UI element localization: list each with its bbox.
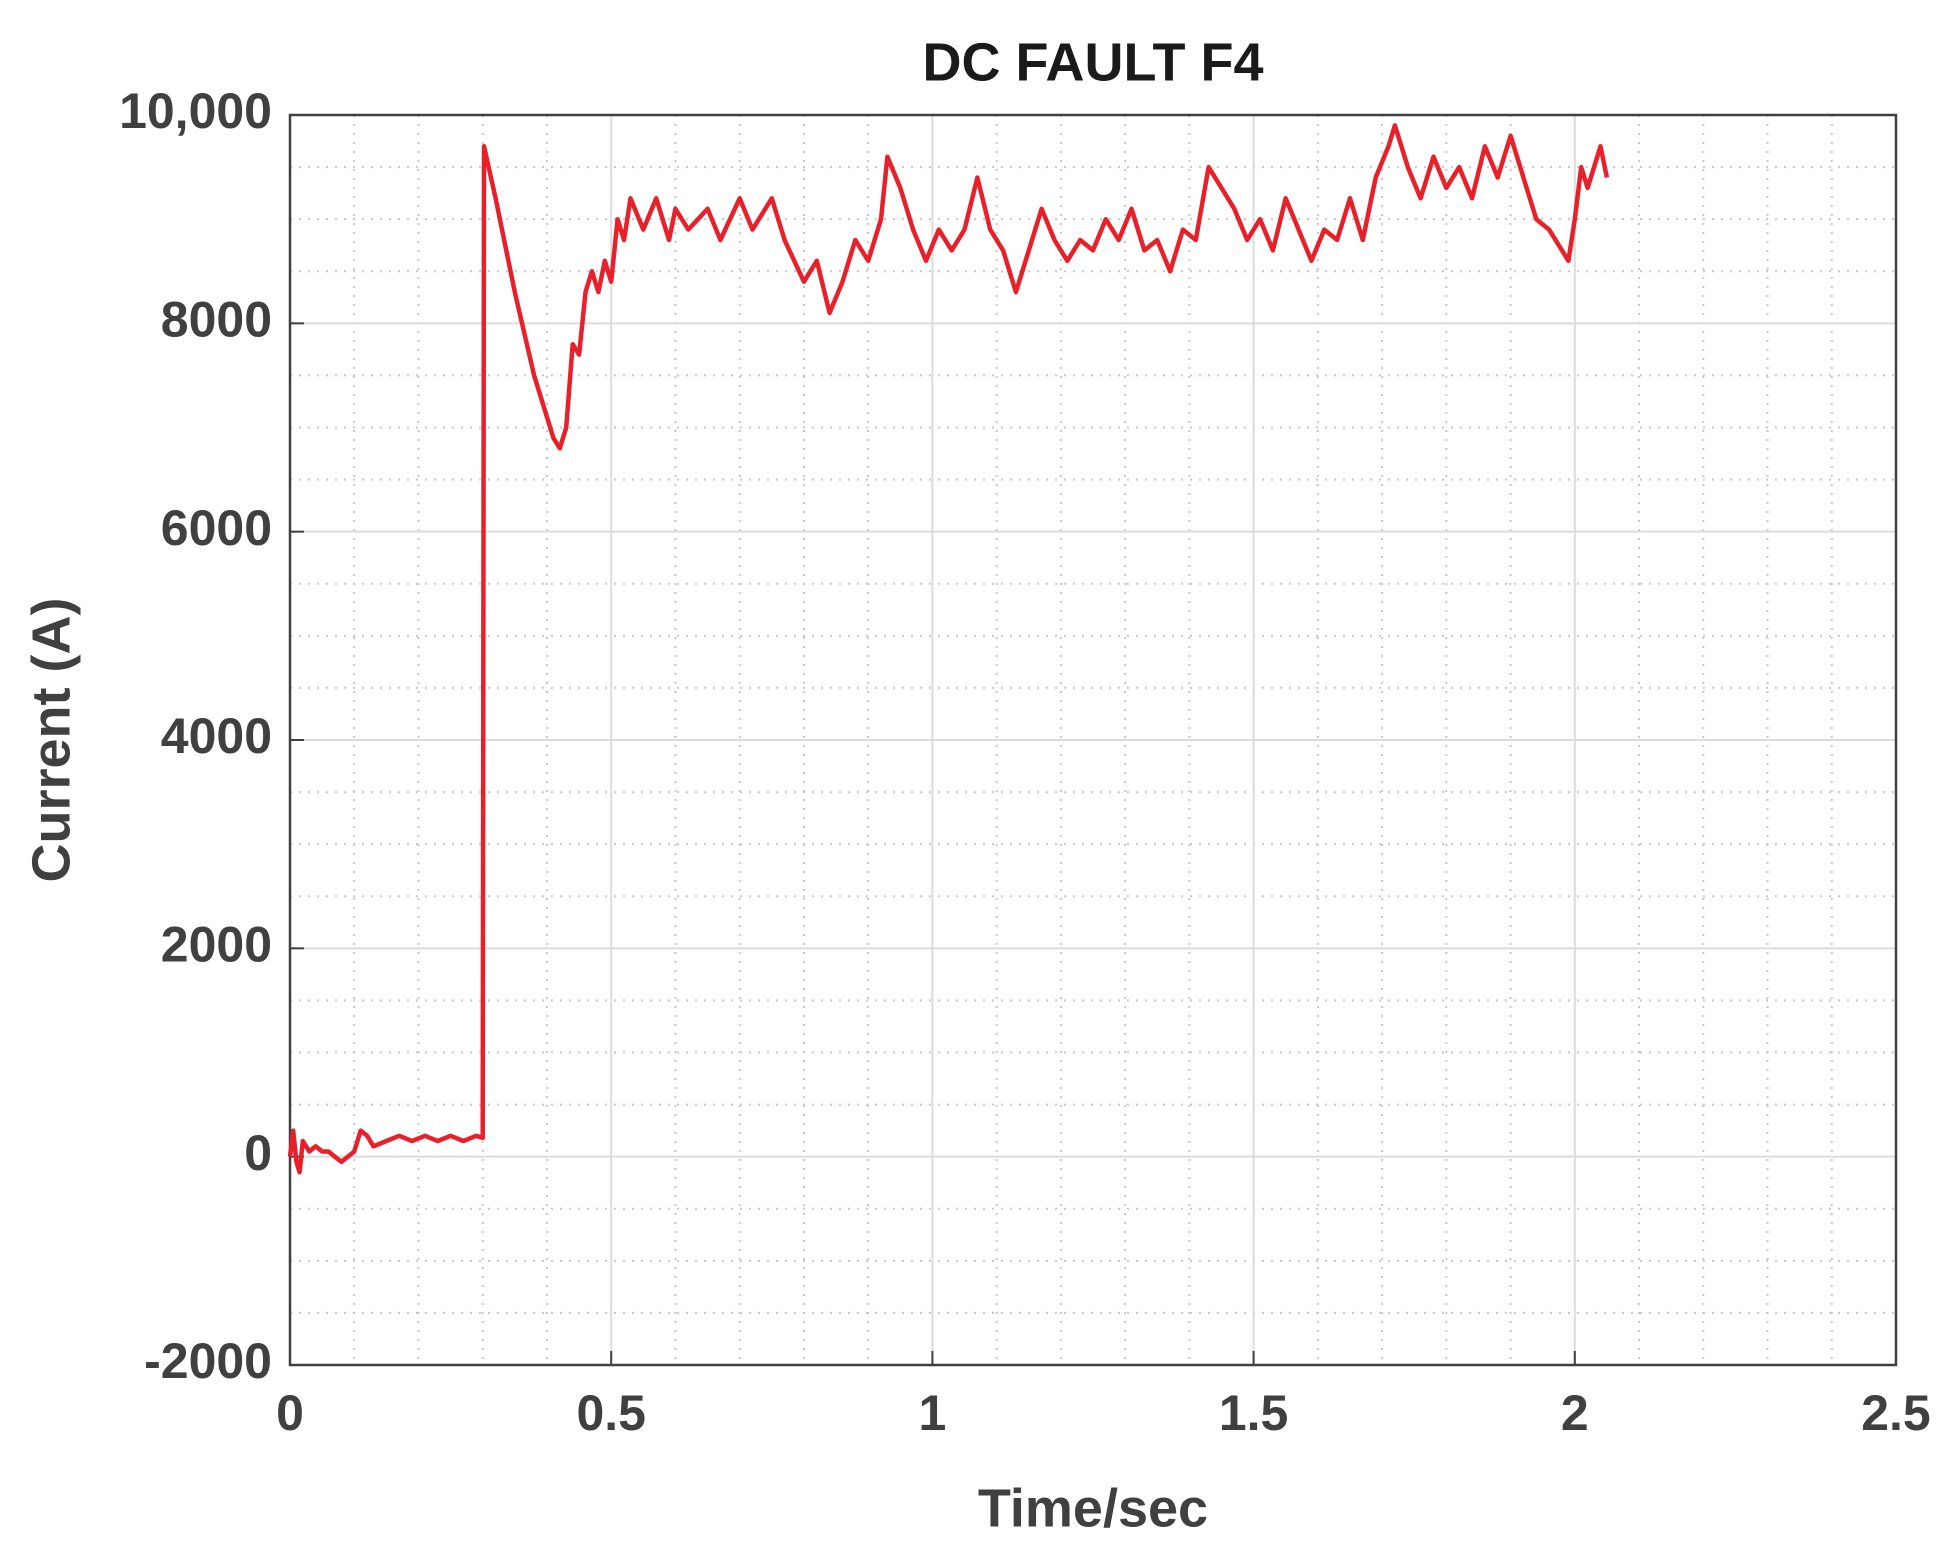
x-axis-label: Time/sec <box>978 1478 1208 1538</box>
y-tick-label: 0 <box>244 1125 272 1181</box>
x-tick-label: 0 <box>276 1385 304 1441</box>
x-tick-label: 1.5 <box>1219 1385 1289 1441</box>
x-tick-label: 2.5 <box>1861 1385 1931 1441</box>
y-tick-label: 6000 <box>161 500 272 556</box>
y-tick-label: -2000 <box>144 1333 272 1389</box>
x-tick-label: 1 <box>918 1385 946 1441</box>
y-tick-label: 10,000 <box>119 83 272 139</box>
x-tick-label: 0.5 <box>576 1385 646 1441</box>
y-tick-label: 2000 <box>161 917 272 973</box>
y-axis-label: Current (A) <box>21 598 81 883</box>
chart-title: DC FAULT F4 <box>923 32 1264 92</box>
plot-frame <box>288 113 1898 1367</box>
data-line <box>287 123 1610 1175</box>
x-tick-label: 2 <box>1561 1385 1589 1441</box>
y-tick-label: 4000 <box>161 708 272 764</box>
y-tick-label: 8000 <box>161 292 272 348</box>
